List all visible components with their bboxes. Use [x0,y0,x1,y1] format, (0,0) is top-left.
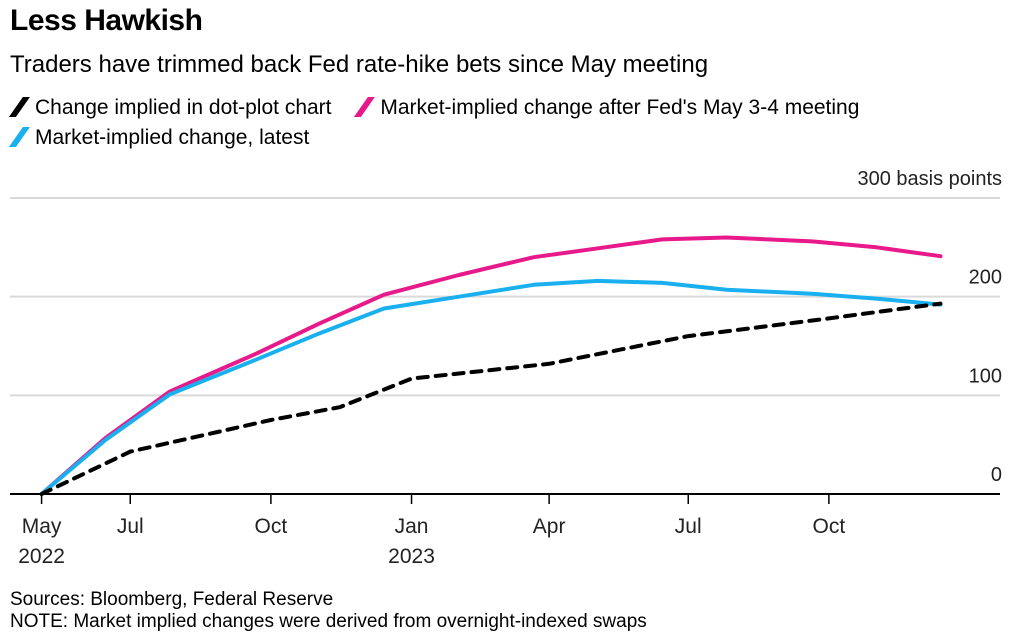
x-tick-sublabel: 2022 [18,545,65,568]
x-tick-label: Apr [533,515,566,538]
y-tick-label: 100 [969,365,1002,387]
series-line [39,278,943,496]
x-tick-label: Jan [395,515,429,538]
x-tick-label: Oct [813,515,846,538]
x-tick-label: Oct [255,515,288,538]
legend-label-latest: Market-implied change, latest [35,126,310,149]
legend-swatch-after-may-meeting [354,97,376,117]
y-tick-label: 300 basis points [857,168,1002,190]
methodology-note: NOTE: Market implied changes were derive… [10,611,647,632]
legend-label-dot-plot: Change implied in dot-plot chart [35,96,332,119]
legend-swatch-latest [8,127,30,147]
chart-footer: Sources: Bloomberg, Federal Reserve NOTE… [10,589,647,633]
x-tick-sublabel: 2023 [388,545,435,568]
x-tick-label: May [22,515,62,538]
x-tick-label: Jul [117,515,144,538]
series-line [39,235,943,496]
chart-title: Less Hawkish [10,4,203,37]
legend: Change implied in dot-plot chart Market-… [8,93,1010,153]
legend-item-latest: Market-implied change, latest [8,123,310,153]
series-line [39,301,943,496]
legend-item-after-may-meeting: Market-implied change after Fed's May 3-… [354,93,860,123]
x-tick-label: Jul [675,515,702,538]
y-tick-label: 200 [969,267,1002,289]
y-tick-label: 0 [991,464,1002,486]
chart-subtitle: Traders have trimmed back Fed rate-hike … [10,51,709,78]
legend-item-dot-plot: Change implied in dot-plot chart [8,93,332,123]
legend-label-after-may-meeting: Market-implied change after Fed's May 3-… [380,96,860,119]
legend-swatch-dot-plot [8,97,30,117]
sources-note: Sources: Bloomberg, Federal Reserve [10,589,334,610]
line-chart: 0 100 200 300 basis points May 2022 Jul Oct Jan 2… [10,168,1002,568]
